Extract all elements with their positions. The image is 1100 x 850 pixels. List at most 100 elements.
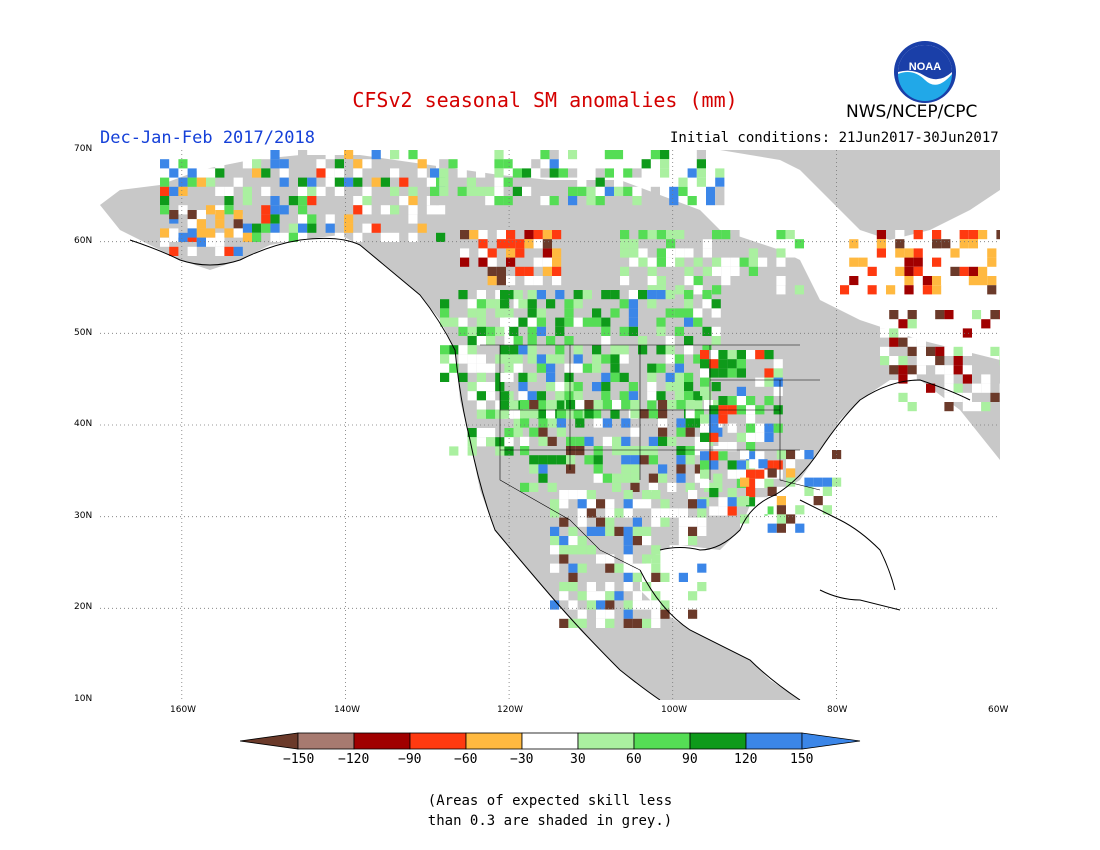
anomaly-cell [935, 365, 945, 375]
anomaly-cell [676, 400, 686, 410]
anomaly-cell [279, 168, 289, 178]
anomaly-cell [685, 427, 695, 437]
anomaly-cell [496, 276, 506, 286]
anomaly-cell [440, 372, 450, 382]
anomaly-cell [206, 228, 216, 238]
anomaly-cell [160, 228, 170, 238]
anomaly-cell [746, 396, 756, 406]
anomaly-cell [700, 478, 710, 488]
anomaly-cell [504, 308, 514, 318]
anomaly-cell [476, 437, 486, 447]
anomaly-cell [736, 460, 746, 470]
anomaly-cell [390, 205, 400, 215]
anomaly-cell [795, 496, 805, 506]
anomaly-cell [233, 228, 243, 238]
anomaly-cell [981, 337, 991, 347]
anomaly-cell [515, 248, 525, 258]
anomaly-cell [876, 230, 886, 240]
anomaly-cell [630, 400, 640, 410]
anomaly-cell [529, 464, 539, 474]
anomaly-cell [614, 177, 624, 187]
anomaly-cell [648, 409, 658, 419]
anomaly-cell [904, 276, 914, 286]
anomaly-cell [568, 150, 578, 160]
anomaly-cell [466, 177, 476, 187]
anomaly-cell [678, 517, 688, 527]
anomaly-cell [773, 386, 783, 396]
anomaly-cell [500, 317, 510, 327]
anomaly-cell [715, 159, 725, 169]
anomaly-cell [467, 382, 477, 392]
anomaly-cell [981, 383, 991, 393]
colorbar-label-m90: −90 [398, 752, 422, 767]
anomaly-cell [206, 177, 216, 187]
anomaly-cell [623, 186, 633, 196]
anomaly-cell [592, 308, 602, 318]
anomaly-cell [907, 319, 917, 329]
anomaly-cell [353, 177, 363, 187]
anomaly-cell [584, 436, 594, 446]
anomaly-cell [496, 266, 506, 276]
anomaly-cell [647, 290, 657, 300]
anomaly-cell [509, 317, 519, 327]
anomaly-cell [632, 572, 642, 582]
anomaly-cell [215, 168, 225, 178]
anomaly-cell [582, 290, 592, 300]
anomaly-cell [785, 248, 795, 258]
anomaly-cell [270, 214, 280, 224]
anomaly-cell [941, 239, 951, 249]
anomaly-cell [822, 459, 832, 469]
anomaly-cell [604, 168, 614, 178]
anomaly-cell [632, 600, 642, 610]
anomaly-cell [458, 372, 468, 382]
anomaly-cell [279, 232, 289, 242]
anomaly-cell [466, 150, 476, 160]
anomaly-cell [650, 150, 660, 160]
anomaly-cell [709, 359, 719, 369]
anomaly-cell [196, 168, 206, 178]
anomaly-cell [748, 230, 758, 240]
anomaly-cell [503, 159, 513, 169]
anomaly-cell [712, 285, 722, 295]
anomaly-cell [601, 372, 611, 382]
anomaly-cell [693, 400, 703, 410]
anomaly-cell [748, 266, 758, 276]
anomaly-cell [804, 450, 814, 460]
anomaly-cell [614, 508, 624, 518]
anomaly-cell [552, 266, 562, 276]
anomaly-cell [674, 308, 684, 318]
anomaly-cell [651, 609, 661, 619]
anomaly-cell [215, 219, 225, 229]
anomaly-cell [755, 350, 765, 360]
anomaly-cell [658, 427, 668, 437]
anomaly-cell [458, 290, 468, 300]
anomaly-cell [494, 196, 504, 206]
anomaly-cell [944, 392, 954, 402]
anomaly-cell [568, 545, 578, 555]
anomaly-cell [206, 150, 216, 160]
anomaly-cell [913, 276, 923, 286]
anomaly-cell [656, 326, 666, 336]
anomaly-cell [362, 223, 372, 233]
anomaly-cell [642, 536, 652, 546]
anomaly-cell [494, 186, 504, 196]
anomaly-cell [786, 450, 796, 460]
anomaly-cell [727, 442, 737, 452]
anomaly-cell [486, 391, 496, 401]
anomaly-cell [916, 392, 926, 402]
anomaly-cell [426, 177, 436, 187]
anomaly-cell [867, 285, 877, 295]
anomaly-cell [614, 186, 624, 196]
lon-label-80w: 80W [827, 705, 848, 715]
anomaly-cell [694, 436, 704, 446]
anomaly-cell [513, 290, 523, 300]
anomaly-cell [620, 248, 630, 258]
anomaly-cell [678, 554, 688, 564]
anomaly-cell [704, 400, 714, 410]
anomaly-cell [605, 618, 615, 628]
anomaly-cell [495, 299, 505, 309]
anomaly-cell [660, 159, 670, 169]
anomaly-cell [298, 150, 308, 160]
anomaly-cell [550, 563, 560, 573]
anomaly-cell [457, 186, 467, 196]
